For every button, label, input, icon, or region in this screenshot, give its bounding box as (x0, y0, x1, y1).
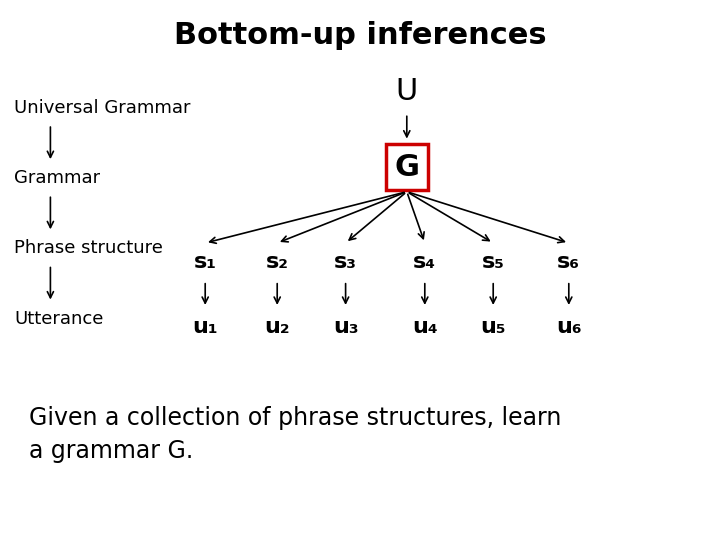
Text: u₂: u₂ (264, 316, 290, 337)
Text: s₄: s₄ (413, 252, 436, 272)
Text: u₆: u₆ (556, 316, 582, 337)
Text: U: U (396, 77, 418, 106)
Text: u₃: u₃ (333, 316, 359, 337)
Text: u₅: u₅ (480, 316, 506, 337)
Text: s₂: s₂ (266, 252, 289, 272)
Text: Bottom-up inferences: Bottom-up inferences (174, 21, 546, 50)
Text: s₅: s₅ (482, 252, 505, 272)
Text: u₄: u₄ (412, 316, 438, 337)
Text: Universal Grammar: Universal Grammar (14, 99, 191, 117)
Text: s₃: s₃ (334, 252, 357, 272)
Text: u₁: u₁ (192, 316, 218, 337)
Text: s₁: s₁ (194, 252, 217, 272)
Text: Phrase structure: Phrase structure (14, 239, 163, 258)
Text: a grammar G.: a grammar G. (29, 439, 193, 463)
Text: Given a collection of phrase structures, learn: Given a collection of phrase structures,… (29, 407, 561, 430)
Text: G: G (395, 153, 419, 182)
Text: s₆: s₆ (557, 252, 580, 272)
Text: Grammar: Grammar (14, 169, 101, 187)
Text: Utterance: Utterance (14, 309, 104, 328)
